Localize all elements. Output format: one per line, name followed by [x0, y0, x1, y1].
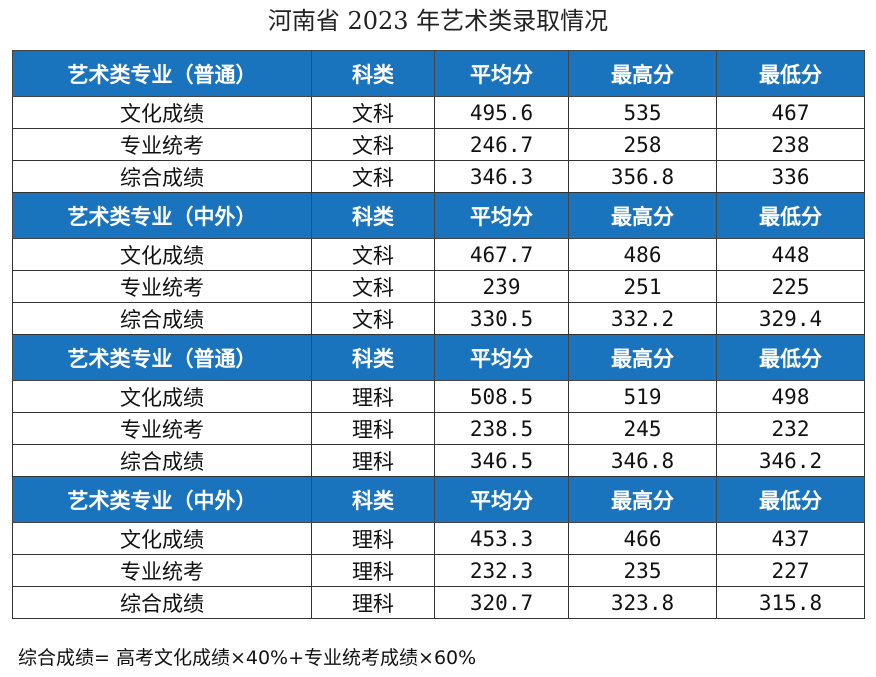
- max-score-cell: 251: [568, 270, 717, 303]
- average-score-cell: 346.5: [434, 444, 569, 477]
- score-type-cell: 文化成绩: [12, 238, 312, 271]
- column-header: 最高分: [568, 50, 717, 97]
- section-title: 艺术类专业（普通）: [12, 334, 312, 381]
- score-type-cell: 综合成绩: [12, 302, 312, 335]
- max-score-cell: 535: [568, 96, 717, 129]
- average-score-cell: 346.3: [434, 160, 569, 193]
- score-type-cell: 综合成绩: [12, 586, 312, 619]
- column-header: 最低分: [716, 192, 865, 239]
- max-score-cell: 466: [568, 522, 717, 555]
- column-header: 最低分: [716, 334, 865, 381]
- table-row: 综合成绩 文科 346.3 356.8 336: [12, 160, 865, 193]
- section-title: 艺术类专业（中外）: [12, 192, 312, 239]
- average-score-cell: 232.3: [434, 554, 569, 587]
- subject-cell: 理科: [311, 522, 435, 555]
- score-type-cell: 综合成绩: [12, 444, 312, 477]
- subject-cell: 理科: [311, 444, 435, 477]
- subject-cell: 文科: [311, 270, 435, 303]
- table-row: 专业统考 理科 232.3 235 227: [12, 554, 865, 587]
- score-type-cell: 专业统考: [12, 412, 312, 445]
- max-score-cell: 356.8: [568, 160, 717, 193]
- table-row: 文化成绩 理科 508.5 519 498: [12, 380, 865, 413]
- table-row: 综合成绩 理科 346.5 346.8 346.2: [12, 444, 865, 477]
- section-header-row: 艺术类专业（普通） 科类 平均分 最高分 最低分: [12, 334, 865, 381]
- column-header: 平均分: [434, 334, 569, 381]
- score-type-cell: 综合成绩: [12, 160, 312, 193]
- min-score-cell: 315.8: [716, 586, 865, 619]
- min-score-cell: 227: [716, 554, 865, 587]
- average-score-cell: 495.6: [434, 96, 569, 129]
- max-score-cell: 519: [568, 380, 717, 413]
- subject-cell: 文科: [311, 160, 435, 193]
- table-row: 专业统考 文科 239 251 225: [12, 270, 865, 303]
- average-score-cell: 238.5: [434, 412, 569, 445]
- column-header: 科类: [311, 476, 435, 523]
- column-header: 最高分: [568, 192, 717, 239]
- min-score-cell: 498: [716, 380, 865, 413]
- table-row: 综合成绩 理科 320.7 323.8 315.8: [12, 586, 865, 619]
- max-score-cell: 245: [568, 412, 717, 445]
- column-header: 科类: [311, 334, 435, 381]
- table-row: 专业统考 文科 246.7 258 238: [12, 128, 865, 161]
- section-header-row: 艺术类专业（中外） 科类 平均分 最高分 最低分: [12, 192, 865, 239]
- average-score-cell: 246.7: [434, 128, 569, 161]
- column-header: 最低分: [716, 50, 865, 97]
- table-row: 专业统考 理科 238.5 245 232: [12, 412, 865, 445]
- min-score-cell: 437: [716, 522, 865, 555]
- score-type-cell: 文化成绩: [12, 522, 312, 555]
- admission-table: 艺术类专业（普通） 科类 平均分 最高分 最低分 文化成绩 文科 495.6 535 467 专业统…: [12, 50, 865, 619]
- min-score-cell: 329.4: [716, 302, 865, 335]
- subject-cell: 理科: [311, 586, 435, 619]
- min-score-cell: 232: [716, 412, 865, 445]
- max-score-cell: 332.2: [568, 302, 717, 335]
- max-score-cell: 346.8: [568, 444, 717, 477]
- average-score-cell: 467.7: [434, 238, 569, 271]
- min-score-cell: 346.2: [716, 444, 865, 477]
- subject-cell: 文科: [311, 128, 435, 161]
- section-title: 艺术类专业（普通）: [12, 50, 312, 97]
- score-type-cell: 文化成绩: [12, 96, 312, 129]
- column-header: 最高分: [568, 334, 717, 381]
- column-header: 平均分: [434, 192, 569, 239]
- subject-cell: 理科: [311, 554, 435, 587]
- formula-footnote: 综合成绩= 高考文化成绩×40%+专业统考成绩×60%: [18, 647, 477, 669]
- column-header: 科类: [311, 50, 435, 97]
- score-type-cell: 专业统考: [12, 128, 312, 161]
- average-score-cell: 453.3: [434, 522, 569, 555]
- section-title: 艺术类专业（中外）: [12, 476, 312, 523]
- subject-cell: 文科: [311, 96, 435, 129]
- table-row: 文化成绩 文科 467.7 486 448: [12, 238, 865, 271]
- column-header: 平均分: [434, 476, 569, 523]
- min-score-cell: 448: [716, 238, 865, 271]
- table-row: 文化成绩 文科 495.6 535 467: [12, 96, 865, 129]
- column-header: 科类: [311, 192, 435, 239]
- page-title: 河南省 2023 年艺术类录取情况: [267, 7, 609, 35]
- section-header-row: 艺术类专业（普通） 科类 平均分 最高分 最低分: [12, 50, 865, 97]
- min-score-cell: 225: [716, 270, 865, 303]
- subject-cell: 文科: [311, 302, 435, 335]
- score-type-cell: 文化成绩: [12, 380, 312, 413]
- subject-cell: 理科: [311, 380, 435, 413]
- average-score-cell: 320.7: [434, 586, 569, 619]
- max-score-cell: 323.8: [568, 586, 717, 619]
- min-score-cell: 467: [716, 96, 865, 129]
- table-row: 综合成绩 文科 330.5 332.2 329.4: [12, 302, 865, 335]
- column-header: 最高分: [568, 476, 717, 523]
- average-score-cell: 330.5: [434, 302, 569, 335]
- max-score-cell: 486: [568, 238, 717, 271]
- score-type-cell: 专业统考: [12, 270, 312, 303]
- max-score-cell: 258: [568, 128, 717, 161]
- table-row: 文化成绩 理科 453.3 466 437: [12, 522, 865, 555]
- min-score-cell: 238: [716, 128, 865, 161]
- average-score-cell: 239: [434, 270, 569, 303]
- subject-cell: 理科: [311, 412, 435, 445]
- subject-cell: 文科: [311, 238, 435, 271]
- score-type-cell: 专业统考: [12, 554, 312, 587]
- section-header-row: 艺术类专业（中外） 科类 平均分 最高分 最低分: [12, 476, 865, 523]
- min-score-cell: 336: [716, 160, 865, 193]
- average-score-cell: 508.5: [434, 380, 569, 413]
- max-score-cell: 235: [568, 554, 717, 587]
- column-header: 平均分: [434, 50, 569, 97]
- column-header: 最低分: [716, 476, 865, 523]
